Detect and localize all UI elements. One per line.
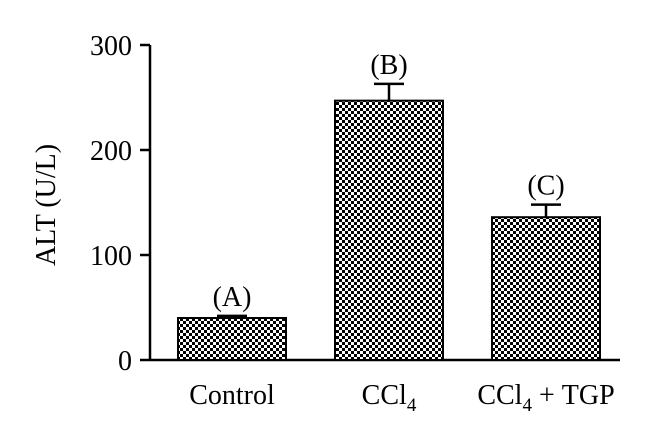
- x-tick-label-base: CCl: [477, 380, 522, 411]
- y-ticks: 0 100 200 300: [90, 31, 150, 377]
- bar-annotation: (A): [213, 282, 252, 313]
- bar: [177, 317, 287, 361]
- y-axis-label: ALT (U/L): [31, 144, 62, 266]
- y-tick-label: 300: [90, 31, 132, 62]
- bar: [491, 216, 601, 361]
- x-tick-label: CCl4: [362, 380, 417, 416]
- x-tick-label-base: Control: [189, 380, 275, 411]
- bar: [334, 99, 444, 362]
- x-tick-label: Control: [189, 380, 275, 411]
- bar-annotation: (B): [370, 50, 407, 81]
- bars: (A) (B) (C): [177, 50, 601, 362]
- bar-annotation: (C): [527, 171, 564, 202]
- y-tick-label: 200: [90, 136, 132, 167]
- x-tick-labels: Control CCl4 CCl4 + TGP: [189, 380, 614, 416]
- x-tick-label-subscript: 4: [522, 395, 532, 416]
- x-tick-label-subscript: 4: [407, 395, 417, 416]
- x-tick-label: CCl4 + TGP: [477, 380, 614, 416]
- x-tick-label-base: CCl: [362, 380, 407, 411]
- y-tick-label: 100: [90, 241, 132, 272]
- y-tick-label: 0: [118, 346, 132, 377]
- x-tick-label-suffix: + TGP: [532, 380, 615, 411]
